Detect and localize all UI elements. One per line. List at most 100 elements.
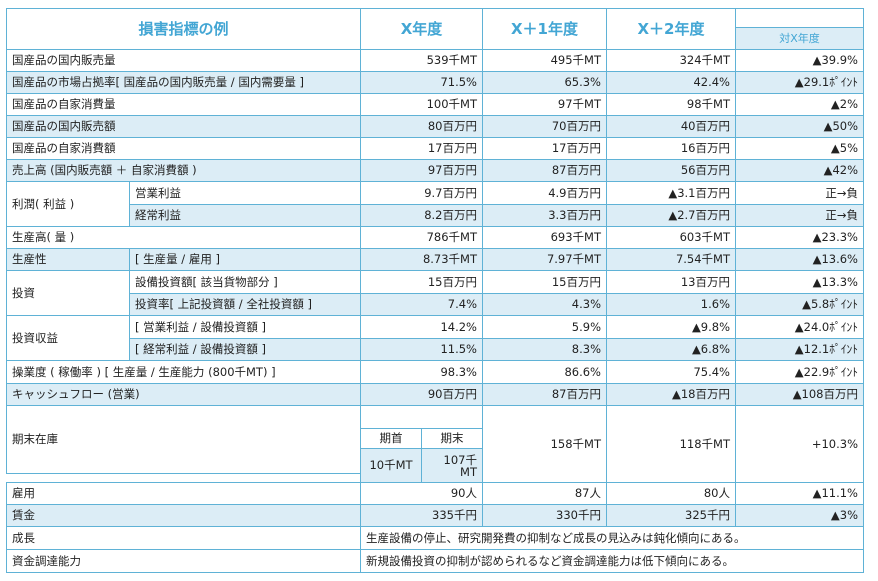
- row-value-x1: 8.3%: [482, 338, 607, 361]
- row-value-x1: 7.97千MT: [482, 248, 607, 271]
- row-value-x1: 70百万円: [482, 115, 607, 138]
- row-value-x1: 15百万円: [482, 270, 607, 294]
- row-value-x2: 42.4%: [606, 71, 736, 94]
- row-value-vs: ▲29.1ﾎﾟｲﾝﾄ: [735, 71, 864, 94]
- row-value-x2: 98千MT: [606, 93, 736, 116]
- row-value-x1: 330千円: [482, 504, 607, 527]
- row-value-x: 8.73千MT: [360, 248, 483, 271]
- row-value-vs: +10.3%: [735, 405, 864, 483]
- row-value-x2: 80人: [606, 482, 736, 505]
- row-label: 国産品の自家消費量: [6, 93, 361, 116]
- inventory-start-header: 期首: [360, 428, 422, 449]
- row-label: 国産品の市場占拠率[ 国産品の国内販売量 / 国内需要量 ]: [6, 71, 361, 94]
- productivity-label: 生産性: [6, 248, 130, 271]
- row-value-x2: 16百万円: [606, 137, 736, 160]
- row-label: 国産品の国内販売額: [6, 115, 361, 138]
- row-value-x1: 87百万円: [482, 159, 607, 182]
- row-value-x2: 603千MT: [606, 226, 736, 249]
- row-value-x: 100千MT: [360, 93, 483, 116]
- production-label: 生産高( 量 ): [6, 226, 361, 249]
- damage-indicators-table: 損害指標の例 X年度 X＋1年度 X＋2年度 対X年度 国産品の国内販売量 53…: [6, 8, 864, 576]
- row-value-vs: ▲13.3%: [735, 270, 864, 294]
- row-value-x2: 56百万円: [606, 159, 736, 182]
- row-value-x: 539千MT: [360, 49, 483, 72]
- row-value-x: 9.7百万円: [360, 181, 483, 205]
- row-value-x: 90人: [360, 482, 483, 505]
- row-value-vs: ▲23.3%: [735, 226, 864, 249]
- row-value-x: 97百万円: [360, 159, 483, 182]
- row-value-vs: ▲108百万円: [735, 383, 864, 406]
- funding-label: 資金調達能力: [6, 549, 361, 573]
- row-value-x1: 5.9%: [482, 315, 607, 339]
- row-value-x1: 158千MT: [482, 405, 607, 483]
- row-value-x: 8.2百万円: [360, 204, 483, 227]
- row-value-x1: 495千MT: [482, 49, 607, 72]
- row-value-vs: ▲5.8ﾎﾟｲﾝﾄ: [735, 293, 864, 316]
- row-value-x2: 75.4%: [606, 360, 736, 384]
- row-value-x: 90百万円: [360, 383, 483, 406]
- row-value-vs: ▲24.0ﾎﾟｲﾝﾄ: [735, 315, 864, 339]
- header-vs-x: 対X年度: [735, 27, 864, 50]
- ordinary-return-label: [ 経常利益 / 設備投資額 ]: [129, 338, 361, 361]
- return-group-label: 投資収益: [6, 315, 130, 361]
- productivity-formula: [ 生産量 / 雇用 ]: [129, 248, 361, 271]
- row-value-x2: 7.54千MT: [606, 248, 736, 271]
- row-value-vs: ▲12.1ﾎﾟｲﾝﾄ: [735, 338, 864, 361]
- growth-note: 生産設備の停止、研究開発費の抑制など成長の見込みは鈍化傾向にある。: [360, 526, 864, 550]
- capex-label: 設備投資額[ 該当貨物部分 ]: [129, 270, 361, 294]
- row-value-vs: ▲13.6%: [735, 248, 864, 271]
- row-value-x1: 17百万円: [482, 137, 607, 160]
- row-value-vs: ▲11.1%: [735, 482, 864, 505]
- header-vs-spacer: [735, 8, 864, 28]
- row-label: 国産品の国内販売量: [6, 49, 361, 72]
- row-value-x1: 693千MT: [482, 226, 607, 249]
- header-title: 損害指標の例: [6, 8, 361, 50]
- row-value-x1: 86.6%: [482, 360, 607, 384]
- row-value-x: 786千MT: [360, 226, 483, 249]
- wages-label: 賃金: [6, 504, 361, 527]
- row-value-x1: 87百万円: [482, 383, 607, 406]
- row-value-x2: 324千MT: [606, 49, 736, 72]
- row-value-vs: 正→負: [735, 204, 864, 227]
- row-value-x1: 4.3%: [482, 293, 607, 316]
- row-value-vs: ▲3%: [735, 504, 864, 527]
- inventory-start-value: 10千MT: [360, 448, 422, 483]
- row-label: 国産品の自家消費額: [6, 137, 361, 160]
- growth-label: 成長: [6, 526, 361, 550]
- inventory-label: 期末在庫: [6, 405, 361, 474]
- row-value-x2: 13百万円: [606, 270, 736, 294]
- row-value-vs: ▲50%: [735, 115, 864, 138]
- employment-label: 雇用: [6, 482, 361, 505]
- inventory-spacer: [360, 405, 483, 429]
- row-value-x2: ▲3.1百万円: [606, 181, 736, 205]
- header-year-x2: X＋2年度: [606, 8, 736, 50]
- row-value-x2: 118千MT: [606, 405, 736, 483]
- row-value-x2: ▲2.7百万円: [606, 204, 736, 227]
- row-value-x2: ▲6.8%: [606, 338, 736, 361]
- ordinary-profit-label: 経常利益: [129, 204, 361, 227]
- row-value-x: 98.3%: [360, 360, 483, 384]
- row-value-x1: 97千MT: [482, 93, 607, 116]
- header-year-x1: X＋1年度: [482, 8, 607, 50]
- utilization-label: 操業度 ( 稼働率 ) [ 生産量 / 生産能力 (800千MT) ]: [6, 360, 361, 384]
- inventory-end-value: 107千MT: [421, 448, 483, 483]
- row-value-vs: ▲22.9ﾎﾟｲﾝﾄ: [735, 360, 864, 384]
- row-value-x2: ▲9.8%: [606, 315, 736, 339]
- investment-group-label: 投資: [6, 270, 130, 316]
- row-value-vs: 正→負: [735, 181, 864, 205]
- row-value-x2: 1.6%: [606, 293, 736, 316]
- cashflow-label: キャッシュフロー (営業): [6, 383, 361, 406]
- row-value-x2: 325千円: [606, 504, 736, 527]
- row-value-x: 17百万円: [360, 137, 483, 160]
- row-value-x: 11.5%: [360, 338, 483, 361]
- row-value-x: 14.2%: [360, 315, 483, 339]
- investment-ratio-label: 投資率[ 上記投資額 / 全社投資額 ]: [129, 293, 361, 316]
- row-value-vs: ▲2%: [735, 93, 864, 116]
- row-value-x1: 4.9百万円: [482, 181, 607, 205]
- profit-group-label: 利潤( 利益 ): [6, 181, 130, 227]
- row-value-x2: ▲18百万円: [606, 383, 736, 406]
- row-value-vs: ▲5%: [735, 137, 864, 160]
- row-value-x2: 40百万円: [606, 115, 736, 138]
- row-value-x1: 87人: [482, 482, 607, 505]
- row-value-vs: ▲42%: [735, 159, 864, 182]
